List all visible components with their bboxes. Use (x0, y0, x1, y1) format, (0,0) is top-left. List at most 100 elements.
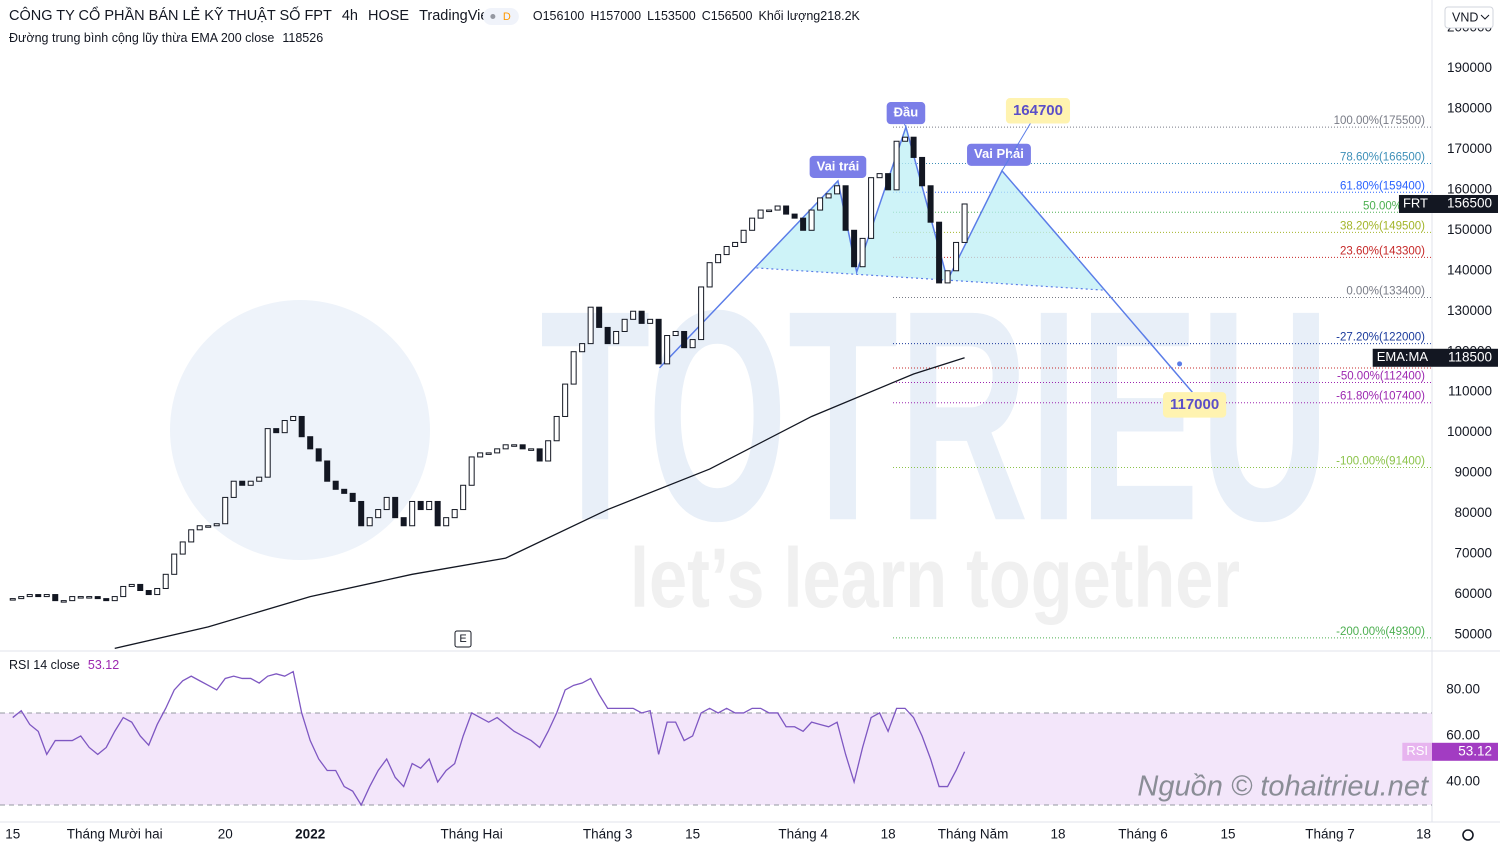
target-label-box (1162, 392, 1227, 418)
y-tick-label: 190000 (1447, 60, 1492, 75)
fib-label: -100.00%(91400) (1336, 455, 1425, 467)
ohlc-key: L (647, 9, 654, 23)
volume-value: 218.2K (820, 9, 860, 23)
candle (137, 583, 144, 592)
currency-box[interactable] (1444, 6, 1494, 29)
currency-caret[interactable] (1480, 14, 1490, 20)
rsi-tag-value: 53.12 (1458, 743, 1492, 758)
rsi-legend: RSI 14 close 53.12 (9, 658, 119, 672)
candle (60, 600, 67, 603)
candle (18, 596, 25, 600)
frt-tag-label: FRT (1403, 195, 1428, 210)
candle (528, 448, 535, 451)
candle (638, 310, 645, 324)
candle (52, 594, 59, 602)
candle (69, 596, 76, 602)
header-title: CÔNG TY CỔ PHẦN BÁN LẺ KỸ THUẬT SỐ FPT 4h… (9, 6, 499, 24)
candle (808, 209, 815, 231)
x-tick-label: Tháng Mười hai (67, 827, 163, 842)
watermark-slogan: let’s learn together (630, 531, 1240, 625)
candle (179, 541, 186, 555)
settings-icon[interactable] (1462, 829, 1474, 841)
y-tick-label: 110000 (1448, 384, 1492, 399)
candle (545, 440, 552, 462)
candle (171, 553, 178, 575)
candle (834, 185, 841, 195)
candle (222, 496, 229, 525)
candle (213, 523, 220, 527)
candle (613, 330, 620, 345)
candle (825, 193, 832, 199)
candle (562, 383, 569, 417)
candle (315, 448, 322, 462)
fib-label: 61.80%(159400) (1340, 180, 1425, 192)
candle (358, 500, 365, 527)
neckline (756, 267, 1105, 291)
candle (893, 140, 900, 191)
candle (460, 484, 467, 511)
candle (43, 594, 50, 598)
y-tick-label: 150000 (1447, 222, 1492, 237)
rsi-legend-name: RSI 14 close (9, 658, 80, 672)
target-label: 117000 (1170, 396, 1219, 413)
candle (239, 480, 246, 486)
event-marker[interactable]: E (459, 633, 466, 645)
x-tick-label: Tháng Hai (441, 827, 503, 842)
candle (953, 241, 960, 272)
x-tick-label: 18 (1051, 827, 1066, 842)
candle (145, 590, 152, 596)
candle (205, 525, 212, 528)
candle (375, 509, 382, 519)
shoulder-price-label: 164700 (1013, 102, 1063, 119)
candle (154, 587, 161, 596)
ema-legend-value: 118526 (282, 31, 323, 45)
candle (94, 596, 101, 600)
y-tick-label: 130000 (1447, 303, 1492, 318)
rsi-line (12, 670, 966, 807)
rsi-band (0, 712, 1432, 805)
credit: Nguồn © tohaitrieu.net (1137, 771, 1430, 803)
candle (332, 480, 339, 490)
currency[interactable]: VND (1452, 10, 1478, 24)
candle (511, 444, 518, 447)
rsi-pane (0, 712, 1432, 806)
left-shoulder-label-box (809, 155, 867, 178)
candle (868, 177, 875, 239)
y-tick-label: 70000 (1454, 546, 1492, 561)
candle (349, 492, 356, 502)
candle (519, 444, 526, 450)
shoulder-price-label-box (1005, 98, 1071, 124)
candle (536, 448, 543, 462)
candle (706, 262, 713, 288)
ohlc-value: 156100 (543, 9, 585, 23)
candle (256, 476, 263, 482)
candle (468, 456, 475, 486)
ema-legend: Đường trung bình cộng lũy thừa EMA 200 c… (9, 31, 323, 45)
x-tick-label: Tháng 3 (583, 827, 633, 842)
candle (749, 217, 756, 231)
candle (494, 448, 501, 454)
rsi-tick-label: 40.00 (1446, 774, 1480, 789)
fib-label: 0.00%(133400) (1346, 286, 1425, 298)
fib-label: -200.00%(49300) (1336, 626, 1425, 638)
price-leader (1001, 120, 1033, 172)
frt-tag-value-box (1432, 194, 1498, 213)
candle (86, 596, 93, 599)
ohlc-value: 153500 (654, 9, 696, 23)
candle (944, 270, 951, 284)
candle (859, 237, 866, 268)
fib-label: 38.20%(149500) (1340, 220, 1425, 232)
ema-tag-label-box (1372, 348, 1432, 367)
candle (587, 306, 594, 345)
x-tick-label: 15 (685, 827, 700, 842)
ohlc: O156100 H157000 L153500 C156500 Khối lượng21… (533, 9, 861, 23)
candle (383, 496, 390, 511)
candle (783, 205, 790, 215)
candle (664, 335, 671, 365)
candle (273, 428, 280, 434)
fibonacci: 100.00%(175500) 78.60%(166500) 61.80%(1594… (893, 115, 1432, 639)
candle (392, 496, 399, 519)
candle (264, 428, 271, 478)
